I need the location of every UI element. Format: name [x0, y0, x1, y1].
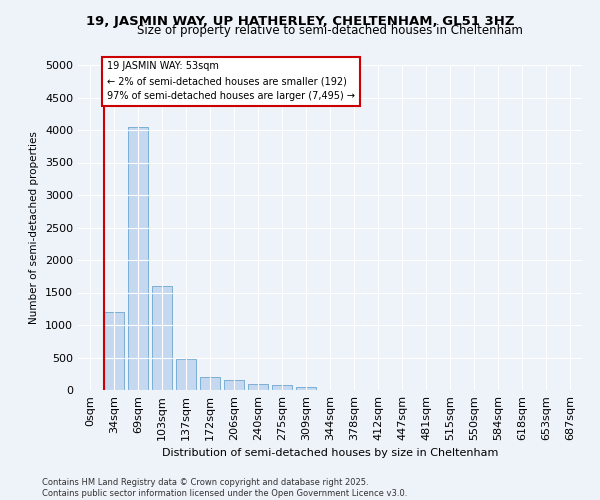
Bar	[272, 386, 292, 390]
Bar	[296, 388, 316, 390]
Bar	[248, 384, 268, 390]
Bar	[224, 380, 244, 390]
Y-axis label: Number of semi-detached properties: Number of semi-detached properties	[29, 131, 40, 324]
Text: 19, JASMIN WAY, UP HATHERLEY, CHELTENHAM, GL51 3HZ: 19, JASMIN WAY, UP HATHERLEY, CHELTENHAM…	[86, 15, 514, 28]
X-axis label: Distribution of semi-detached houses by size in Cheltenham: Distribution of semi-detached houses by …	[162, 448, 498, 458]
Bar	[200, 377, 220, 390]
Bar	[152, 286, 172, 390]
Bar	[104, 312, 124, 390]
Text: Contains HM Land Registry data © Crown copyright and database right 2025.
Contai: Contains HM Land Registry data © Crown c…	[42, 478, 407, 498]
Text: 19 JASMIN WAY: 53sqm
← 2% of semi-detached houses are smaller (192)
97% of semi-: 19 JASMIN WAY: 53sqm ← 2% of semi-detach…	[107, 62, 355, 101]
Bar	[176, 359, 196, 390]
Bar	[128, 126, 148, 390]
Title: Size of property relative to semi-detached houses in Cheltenham: Size of property relative to semi-detach…	[137, 24, 523, 38]
